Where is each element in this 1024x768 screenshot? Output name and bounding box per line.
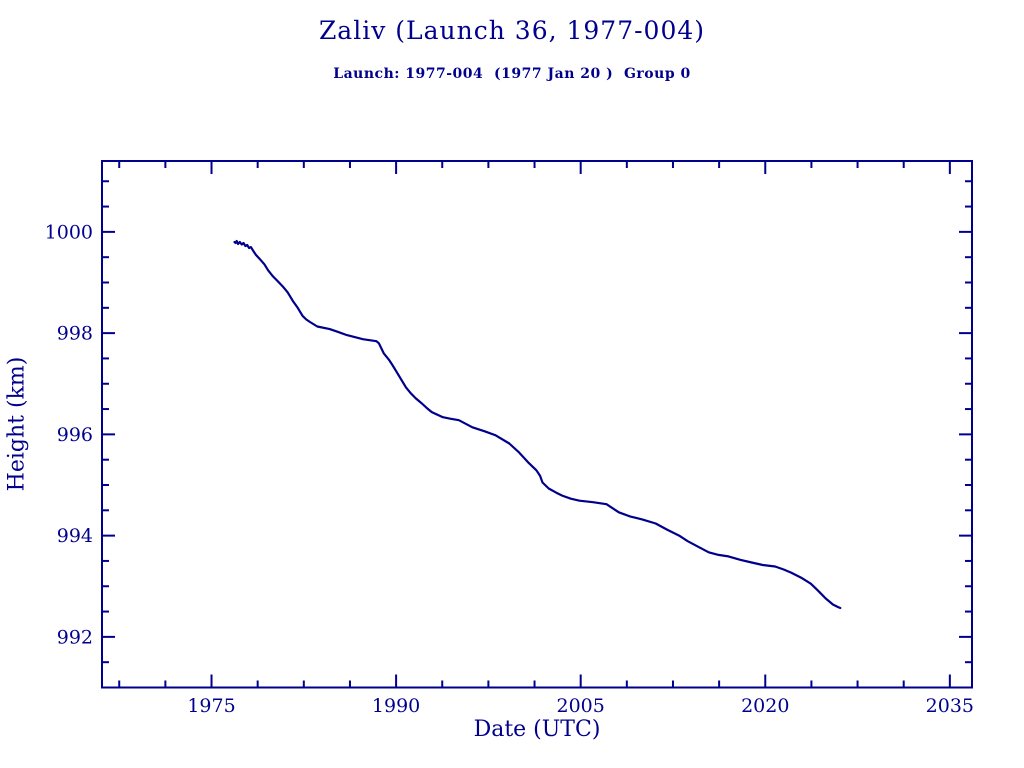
plot-box: [101, 160, 973, 689]
y-tick-label: 996: [57, 424, 93, 446]
x-tick-label: 1975: [187, 695, 235, 717]
x-tick-label: 2005: [557, 695, 605, 717]
chart-title: Zaliv (Launch 36, 1977-004): [318, 16, 706, 45]
data-line: [233, 239, 842, 610]
x-axis-label: Date (UTC): [473, 717, 601, 742]
chart-subtitle: Launch: 1977-004 (1977 Jan 20 ) Group 0: [333, 66, 691, 82]
x-tick-label: 2020: [741, 695, 789, 717]
y-axis-label: Height (km): [4, 356, 30, 492]
y-tick-label: 998: [57, 323, 93, 345]
x-tick-label: 2035: [926, 695, 974, 717]
x-tick-label: 1990: [372, 695, 420, 717]
y-tick-label: 1000: [45, 221, 93, 243]
y-tick-label: 994: [57, 525, 93, 547]
y-tick-label: 992: [57, 626, 93, 648]
